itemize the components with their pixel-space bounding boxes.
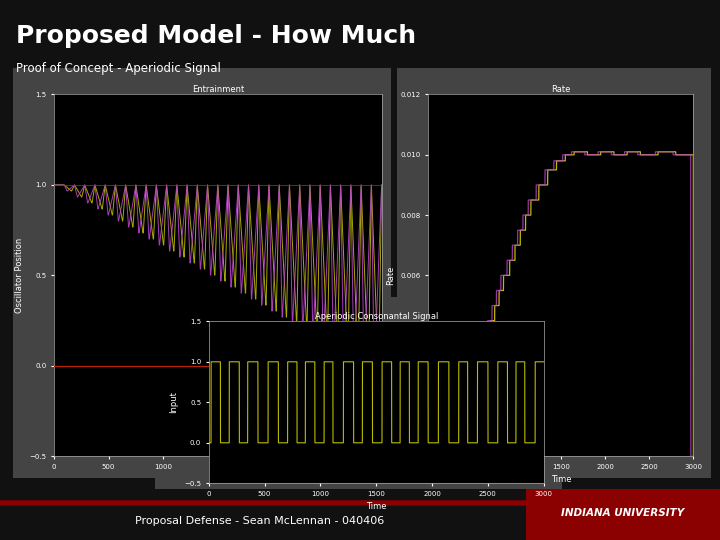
Title: Entrainment: Entrainment — [192, 85, 244, 94]
Text: Proof of Concept - Aperiodic Signal: Proof of Concept - Aperiodic Signal — [16, 62, 221, 75]
X-axis label: Time: Time — [366, 503, 387, 511]
Y-axis label: Oscillator Position: Oscillator Position — [15, 238, 24, 313]
Y-axis label: Rate: Rate — [386, 266, 395, 285]
X-axis label: Time: Time — [551, 476, 571, 484]
Text: Proposed Model - How Much: Proposed Model - How Much — [16, 24, 416, 48]
Y-axis label: Input: Input — [170, 392, 179, 413]
Bar — [526, 489, 720, 540]
Title: Rate: Rate — [552, 85, 570, 94]
Title: Aperiodic Consonantal Signal: Aperiodic Consonantal Signal — [315, 312, 438, 321]
Text: INDIANA UNIVERSITY: INDIANA UNIVERSITY — [561, 508, 685, 518]
Text: Proposal Defense - Sean McLennan - 040406: Proposal Defense - Sean McLennan - 04040… — [135, 516, 384, 525]
X-axis label: Time: Time — [207, 476, 228, 484]
